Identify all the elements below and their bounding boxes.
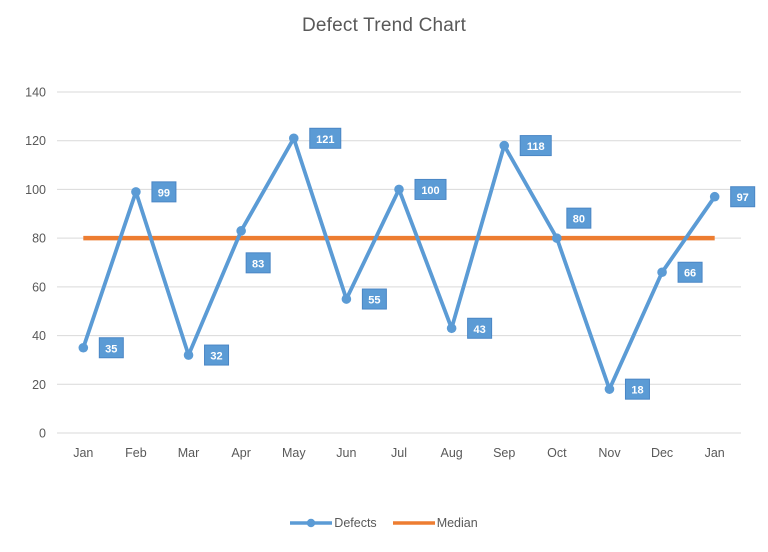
x-axis-label: Jul [391, 446, 407, 460]
data-label-box [414, 178, 447, 200]
y-axis-tick-label: 20 [32, 378, 46, 392]
data-label-box [624, 378, 650, 400]
chart-legend: Defects Median [0, 516, 768, 530]
data-label[interactable]: 32 [204, 344, 230, 366]
data-label-box [519, 135, 552, 157]
data-label-value: 99 [158, 187, 170, 199]
data-label[interactable]: 35 [98, 337, 124, 359]
legend-swatch-marker [307, 518, 316, 528]
data-point-marker[interactable] [288, 133, 299, 144]
legend-label-median: Median [436, 516, 478, 530]
legend-item-median[interactable]: Median [392, 516, 478, 530]
data-point-marker[interactable] [236, 226, 246, 236]
x-axis-label: Dec [651, 446, 673, 460]
x-axis-label: Oct [547, 446, 567, 460]
data-label-value: 66 [684, 268, 696, 280]
data-label[interactable]: 80 [566, 207, 592, 229]
data-label-value: 121 [316, 134, 334, 146]
x-axis-label: Jan [73, 446, 93, 460]
legend-label-defects: Defects [334, 516, 377, 530]
data-label[interactable]: 118 [519, 135, 552, 157]
legend-item-defects[interactable]: Defects [290, 516, 377, 530]
data-label-value: 100 [421, 185, 439, 197]
x-axis-label: May [282, 446, 306, 460]
y-axis-tick-label: 40 [32, 329, 46, 343]
data-label[interactable]: 18 [624, 378, 650, 400]
y-axis-tick-label: 0 [39, 427, 46, 441]
y-axis-tick-label: 100 [25, 183, 46, 197]
data-label-value: 43 [473, 324, 485, 336]
x-axis-label: Jan [705, 446, 725, 460]
data-label-box [677, 261, 703, 283]
y-axis-tick-label: 140 [25, 86, 46, 100]
data-label[interactable]: 83 [245, 252, 271, 274]
data-label-box [566, 207, 592, 229]
data-point-marker[interactable] [341, 294, 352, 304]
data-label[interactable]: 99 [151, 181, 177, 203]
data-label[interactable]: 100 [414, 178, 447, 200]
data-label-box [204, 344, 230, 366]
data-point-marker[interactable] [446, 323, 457, 334]
data-label-value: 55 [368, 295, 380, 307]
y-axis-tick-label: 120 [25, 134, 46, 148]
data-point-marker[interactable] [394, 184, 404, 195]
x-axis-label: Mar [178, 446, 200, 460]
data-label-box [151, 181, 177, 203]
data-point-marker[interactable] [183, 350, 194, 360]
x-axis-label: Aug [440, 446, 462, 460]
y-axis-tick-label: 80 [32, 232, 46, 246]
data-label[interactable]: 66 [677, 261, 703, 283]
data-label[interactable]: 121 [309, 127, 342, 149]
data-label[interactable]: 55 [361, 288, 387, 310]
data-label[interactable]: 43 [467, 317, 493, 339]
data-point-marker[interactable] [657, 267, 667, 278]
data-point-marker[interactable] [552, 233, 562, 243]
data-label-value: 18 [631, 385, 643, 397]
data-point-marker[interactable] [604, 384, 615, 394]
data-label-box [309, 127, 342, 149]
x-axis-label: Feb [125, 446, 147, 460]
data-label-box [98, 337, 124, 359]
data-label[interactable]: 97 [730, 186, 756, 208]
data-label-value: 80 [573, 214, 585, 226]
data-point-marker[interactable] [709, 191, 720, 202]
chart-title: Defect Trend Chart [301, 15, 467, 36]
data-point-marker[interactable] [78, 342, 89, 353]
defects-line-marker-swatch [290, 518, 333, 528]
data-label-value: 35 [105, 343, 117, 355]
x-axis-label: Sep [493, 446, 515, 460]
data-point-marker[interactable] [131, 187, 141, 197]
y-axis-tick-label: 60 [32, 280, 46, 294]
data-label-box [361, 288, 387, 310]
median-line-swatch [392, 521, 435, 525]
x-axis-label: Nov [598, 446, 621, 460]
data-label-box [730, 186, 756, 208]
data-label-value: 83 [252, 258, 264, 270]
data-label-box [245, 252, 271, 274]
data-label-value: 32 [210, 351, 222, 363]
data-point-marker[interactable] [499, 140, 510, 151]
defects-series-line[interactable] [81, 136, 717, 392]
data-label-value: 97 [737, 192, 749, 204]
x-axis-label: Apr [231, 446, 250, 460]
data-label-value: 118 [527, 141, 545, 153]
x-axis-label: Jun [336, 446, 356, 460]
data-label-box [467, 317, 493, 339]
